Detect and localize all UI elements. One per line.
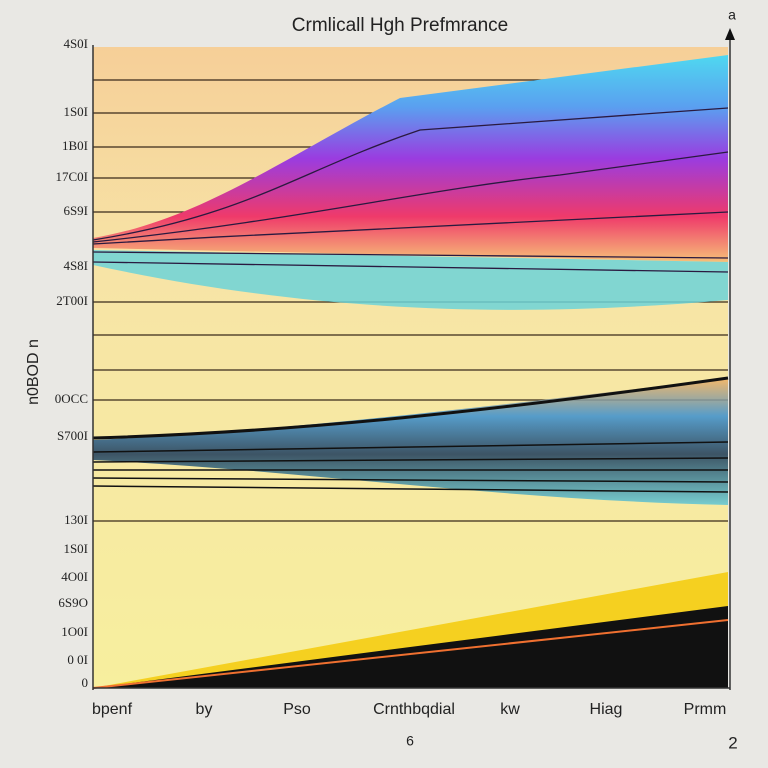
y-tick-label: 4O0I [61,569,88,584]
y-labels: 4S0I 1S0I 1B0I 17C0I 6S9I 4S8I 2T00I 0OCC S700I 1… [55,36,88,690]
x-tick-label: by [196,701,213,718]
y-tick-label: 0 [82,675,89,690]
x-tick-label: Prmm [684,701,727,718]
x-tick-label: Crnthbqdial [373,701,455,718]
y-tick-label: 4S8I [63,258,88,273]
band-lines [92,376,729,493]
y-tick-label: 6S9I [63,203,88,218]
y-tick-label: 6S9O [58,595,88,610]
y-tick-label: 1S0I [63,541,88,556]
y-tick-label: 130I [64,512,88,527]
x-tick-label: kw [500,701,520,718]
footer-right: 2 [728,733,737,752]
y-tick-label: 1S0I [63,104,88,119]
footer-center: 6 [406,733,414,749]
x-tick-label: Pso [283,701,311,718]
orange-line [92,619,729,689]
x-tick-label: Hiag [590,701,623,718]
y-axis-title: n0BOD n [25,339,42,405]
y-tick-label: 0OCC [55,391,88,406]
y-tick-label: 2T00I [56,293,88,308]
corner-label: a [728,7,736,23]
y-tick-label: 4S0I [63,36,88,51]
y-tick-label: S700I [57,428,88,443]
middle-band [93,378,728,505]
fan-area [93,55,728,262]
y-tick-label: 0 0I [67,652,88,667]
x-tick-label: bpenf [92,701,133,718]
y-tick-label: 1B0I [62,138,88,153]
black-wedge [93,606,728,688]
y-tick-label: 1O0I [61,624,88,639]
chart-title: Crmlicall Hgh Prefmrance [292,15,508,36]
x-labels: bpenf by Pso Crnthbqdial kw Hiag Prmm [92,701,726,718]
axis-arrow [725,28,735,40]
y-tick-label: 17C0I [56,169,89,184]
